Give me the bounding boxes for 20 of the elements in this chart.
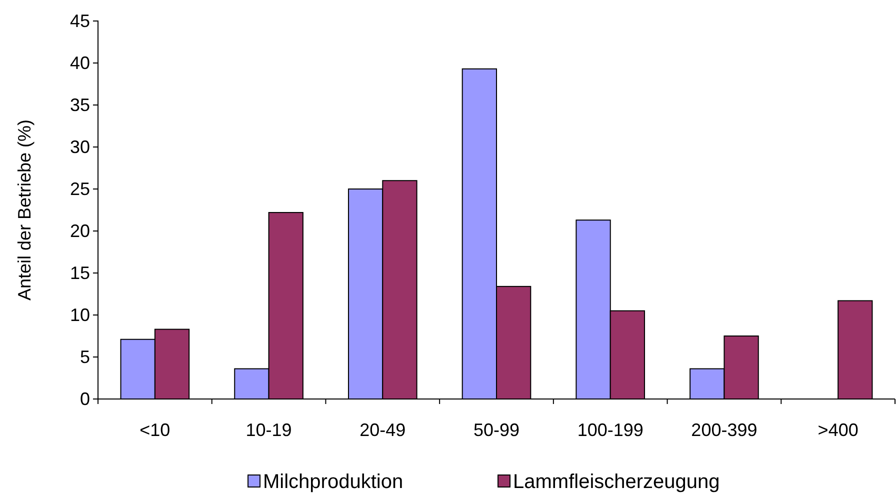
y-axis-title: Anteil der Betriebe (%) xyxy=(14,119,34,301)
y-tick-label: 30 xyxy=(70,136,90,157)
x-tick-label: 100-199 xyxy=(577,420,644,440)
legend-label: Milchproduktion xyxy=(263,471,404,493)
y-tick-label: 0 xyxy=(80,388,90,409)
legend-label: Lammfleischerzeugung xyxy=(513,471,720,493)
x-tick-label: 10-19 xyxy=(246,420,292,440)
x-tick-label: 20-49 xyxy=(360,420,406,440)
y-tick-label: 5 xyxy=(80,346,90,367)
x-tick-label: 200-399 xyxy=(691,420,758,440)
y-tick-label: 20 xyxy=(70,220,90,241)
y-tick-label: 45 xyxy=(70,10,90,31)
x-tick-label: >400 xyxy=(818,420,858,440)
y-tick-label: 10 xyxy=(70,304,90,325)
y-tick-label: 25 xyxy=(70,178,90,199)
y-tick-label: 40 xyxy=(70,52,90,73)
y-tick-label: 15 xyxy=(70,262,90,283)
x-tick-label: <10 xyxy=(140,420,170,440)
y-tick-label: 35 xyxy=(70,94,90,115)
x-tick-label: 50-99 xyxy=(473,420,520,440)
